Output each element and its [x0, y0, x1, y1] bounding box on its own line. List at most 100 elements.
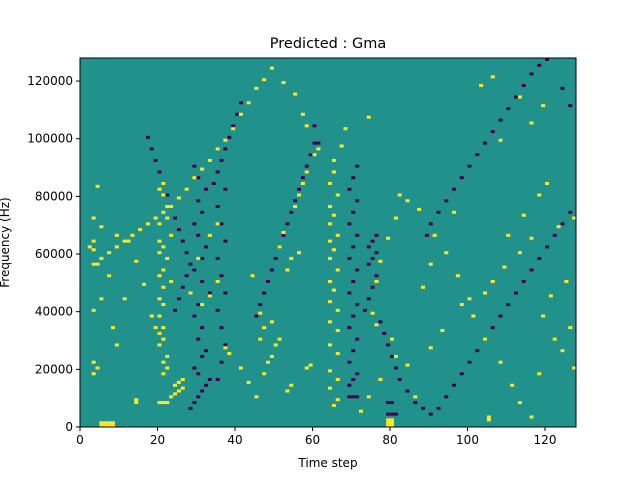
- heatmap-cell-high: [176, 196, 181, 200]
- heatmap-cell-low: [215, 256, 220, 260]
- heatmap-cell-low: [475, 153, 480, 157]
- heatmap-cell-high: [312, 153, 317, 157]
- heatmap-cell-high: [169, 395, 174, 399]
- heatmap-cell-low: [204, 383, 209, 387]
- heatmap-cell-low: [366, 297, 371, 301]
- y-tick-label: 0: [65, 420, 73, 434]
- heatmap-cell-low: [266, 279, 271, 284]
- heatmap-cell-low: [192, 164, 197, 168]
- heatmap-cell-low: [258, 303, 263, 307]
- heatmap-cell-low: [393, 366, 398, 370]
- heatmap-cell-low: [180, 285, 185, 289]
- heatmap-cell-low: [269, 268, 274, 272]
- heatmap-cell-low: [397, 377, 402, 382]
- heatmap-cell-high: [397, 193, 402, 197]
- heatmap-cell-high: [328, 320, 333, 324]
- heatmap-cell-high: [215, 222, 220, 226]
- heatmap-cell-high: [122, 239, 127, 243]
- heatmap-cell-low: [545, 245, 550, 249]
- heatmap-cell-high: [393, 354, 398, 358]
- heatmap-cell-low: [196, 233, 201, 237]
- y-tick-label: 40000: [35, 305, 73, 319]
- heatmap-cell-high: [161, 360, 166, 364]
- heatmap-cell-low: [347, 222, 352, 226]
- heatmap-cell-high: [328, 386, 333, 390]
- heatmap-cell-high: [331, 248, 336, 252]
- heatmap-cell-high: [91, 239, 96, 243]
- heatmap-cell-low: [514, 95, 519, 99]
- heatmap-cell-high: [421, 285, 426, 289]
- heatmap-cell-high: [455, 274, 460, 278]
- heatmap-cell-low: [374, 233, 379, 237]
- heatmap-cell-high: [149, 314, 154, 318]
- heatmap-cell-high: [572, 216, 577, 220]
- heatmap-cell-high: [157, 239, 162, 243]
- heatmap-cell-low: [529, 268, 534, 272]
- heatmap-cell-low: [196, 303, 201, 307]
- heatmap-cell-high: [328, 181, 333, 185]
- heatmap-cell-high: [107, 421, 112, 425]
- heatmap-cell-high: [552, 337, 557, 341]
- heatmap-cell-low: [347, 187, 352, 191]
- heatmap-cell-high: [328, 279, 333, 284]
- heatmap-cell-low: [200, 326, 205, 330]
- heatmap-cell-high: [297, 193, 302, 197]
- heatmap-cell-high: [173, 392, 178, 396]
- heatmap-cell-high: [335, 233, 340, 237]
- heatmap-cell-low: [293, 199, 298, 203]
- heatmap-cell-high: [335, 308, 340, 312]
- heatmap-cell-high: [517, 251, 522, 255]
- heatmap-cell-high: [269, 66, 274, 70]
- heatmap-cell-low: [421, 406, 426, 410]
- heatmap-cell-low: [545, 58, 550, 62]
- heatmap-cell-high: [161, 326, 166, 330]
- heatmap-cell-low: [374, 251, 379, 255]
- heatmap-cell-low: [219, 158, 224, 162]
- heatmap-cell-low: [347, 383, 352, 387]
- heatmap-cell-low: [537, 256, 542, 260]
- heatmap-cell-high: [277, 245, 282, 249]
- heatmap-cell-low: [386, 401, 391, 405]
- heatmap-cell-low: [273, 256, 278, 260]
- heatmap-cell-high: [331, 158, 336, 162]
- heatmap-cell-high: [428, 346, 433, 350]
- x-tick-label: 0: [76, 433, 84, 447]
- heatmap-cell-high: [335, 398, 340, 402]
- heatmap-cell-high: [293, 205, 298, 209]
- heatmap-cell-high: [386, 421, 391, 425]
- heatmap-cell-high: [180, 386, 185, 390]
- heatmap-cell-high: [304, 366, 309, 370]
- heatmap-cell-high: [405, 199, 410, 203]
- heatmap-cell-high: [390, 421, 395, 425]
- heatmap-cell-high: [444, 251, 449, 255]
- heatmap-cell-high: [378, 377, 383, 382]
- heatmap-cell-high: [107, 251, 112, 255]
- heatmap-cell-high: [479, 83, 484, 87]
- heatmap-cell-low: [366, 245, 371, 249]
- heatmap-cell-high: [328, 205, 333, 209]
- heatmap-cell-low: [514, 291, 519, 295]
- heatmap-cell-high: [157, 297, 162, 301]
- heatmap-cell-high: [285, 389, 290, 393]
- heatmap-cell-low: [204, 349, 209, 353]
- heatmap-cell-high: [200, 303, 205, 307]
- heatmap-cell-high: [99, 225, 104, 229]
- heatmap-cell-high: [95, 366, 100, 370]
- heatmap-cell-high: [157, 343, 162, 347]
- heatmap-cell-high: [529, 121, 534, 125]
- heatmap-cell-low: [424, 233, 429, 237]
- heatmap-cell-low: [378, 320, 383, 324]
- heatmap-cell-low: [436, 406, 441, 410]
- heatmap-cell-high: [238, 112, 243, 116]
- heatmap-cell-low: [316, 141, 321, 145]
- heatmap-cell-low: [552, 233, 557, 237]
- heatmap-cell-high: [386, 236, 391, 240]
- heatmap-cell-high: [169, 233, 174, 237]
- heatmap-cell-low: [219, 222, 224, 226]
- heatmap-cell-low: [374, 274, 379, 278]
- heatmap-cell-low: [475, 349, 480, 353]
- heatmap-cell-low: [382, 331, 387, 335]
- heatmap-cell-high: [161, 245, 166, 249]
- heatmap-cell-low: [285, 222, 290, 226]
- heatmap-cell-low: [405, 389, 410, 393]
